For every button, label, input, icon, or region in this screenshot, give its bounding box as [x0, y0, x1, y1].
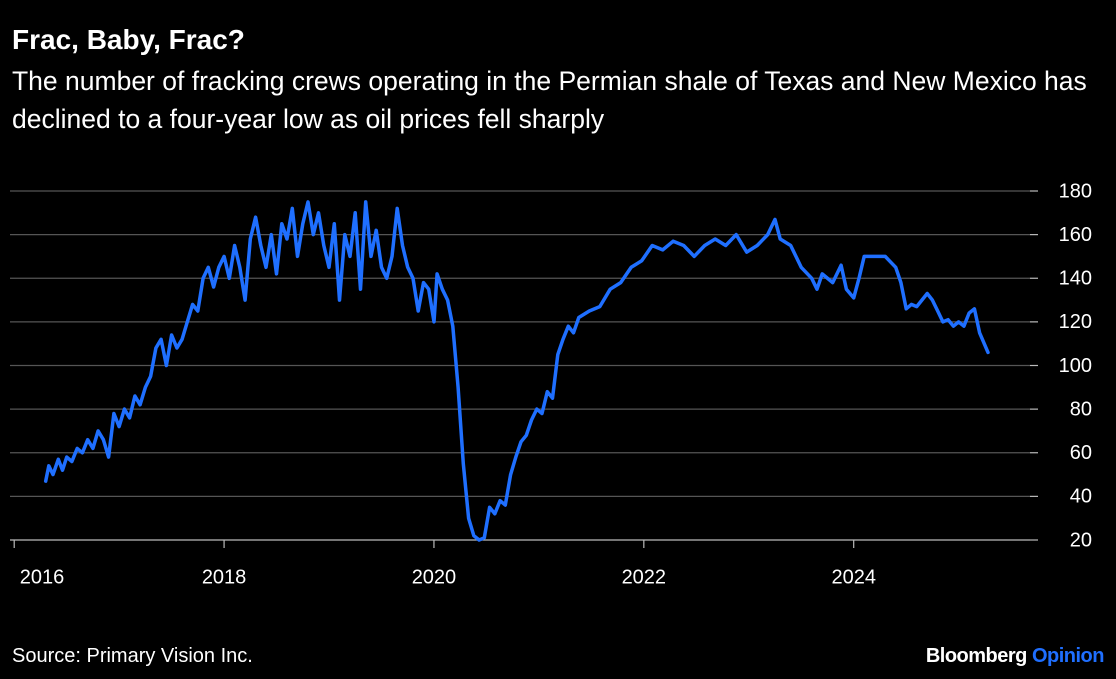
data-line	[43, 200, 990, 542]
y-tick-label: 120	[1059, 311, 1092, 333]
x-tick-label: 2020	[412, 566, 457, 588]
brand-name: Bloomberg	[925, 645, 1028, 667]
y-tick-label: 40	[1070, 486, 1092, 508]
brand-section: Opinion	[1031, 645, 1105, 667]
y-tick-label: 60	[1070, 442, 1092, 464]
chart-subtitle: The number of fracking crews operating i…	[12, 66, 1087, 134]
y-tick-label: 180	[1059, 180, 1092, 202]
x-tick-label: 2018	[202, 566, 247, 588]
y-tick-label: 160	[1059, 224, 1092, 246]
x-tick-label: 2024	[831, 566, 876, 588]
brand: Bloomberg Opinion	[925, 645, 1105, 668]
chart-title: Frac, Baby, Frac?	[12, 24, 245, 55]
x-tick-label: 2016	[20, 566, 65, 588]
y-tick-label: 20	[1070, 529, 1092, 551]
x-tick-label: 2022	[622, 566, 667, 588]
source-note: Source: Primary Vision Inc.	[12, 645, 253, 667]
y-tick-label: 100	[1059, 355, 1092, 377]
y-tick-label: 140	[1059, 268, 1092, 290]
y-tick-label: 80	[1070, 398, 1092, 420]
